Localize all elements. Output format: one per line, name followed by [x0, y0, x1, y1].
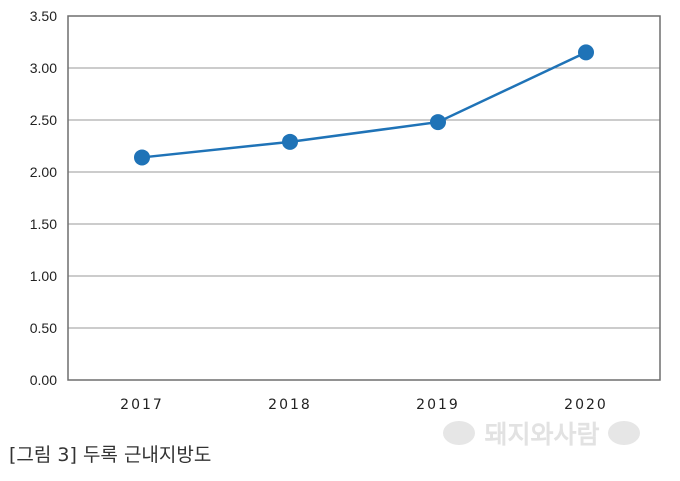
- data-point: [430, 114, 446, 131]
- data-points: [134, 44, 594, 166]
- data-point: [282, 133, 298, 150]
- y-tick-label: 2.50: [30, 112, 57, 128]
- data-point: [578, 44, 594, 61]
- y-tick-label: 3.50: [30, 8, 57, 24]
- y-tick-label: 2.00: [30, 164, 57, 180]
- y-tick-label: 0.50: [30, 320, 57, 336]
- x-tick-label: 2018: [268, 397, 312, 410]
- plot-frame: [67, 15, 661, 381]
- x-tick-label: 2019: [416, 397, 460, 410]
- y-tick-label: 1.00: [30, 268, 57, 284]
- y-tick-label: 0.00: [30, 372, 57, 388]
- x-axis-ticks: 2017 2018 2019 2020: [120, 397, 608, 410]
- y-axis-ticks: 0.00 0.50 1.00 1.50 2.00 2.50 3.00 3.50: [30, 8, 57, 388]
- y-tick-label: 1.50: [30, 216, 57, 232]
- line-chart: 0.000.501.001.502.002.503.003.50 2017 201…: [30, 8, 661, 410]
- x-tick-label: 2017: [120, 397, 164, 410]
- data-point: [134, 149, 150, 166]
- y-tick-label: 3.00: [30, 60, 57, 76]
- watermark-text: 돼지와사람: [484, 420, 599, 449]
- watermark-logo: 돼지와사람: [443, 420, 640, 449]
- x-tick-label: 2020: [564, 397, 608, 410]
- figure-caption: [그림 3] 두록 근내지방도: [9, 444, 212, 466]
- gridlines: [68, 15, 660, 381]
- series-line: [141, 51, 587, 159]
